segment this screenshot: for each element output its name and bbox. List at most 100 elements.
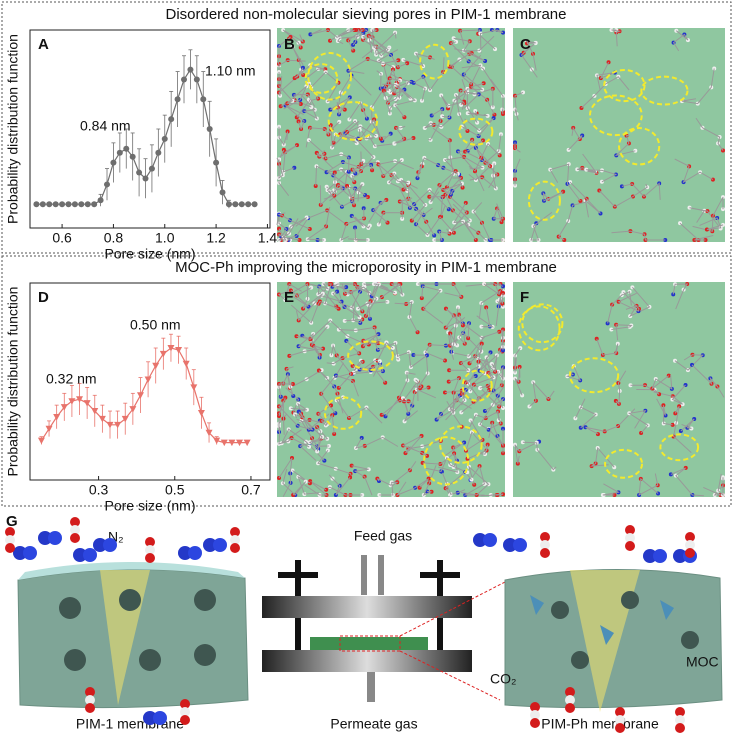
polymer-chain: [352, 28, 372, 46]
polymer-chain: [469, 163, 497, 190]
marker: [167, 345, 175, 352]
polymer-chain: [289, 344, 324, 357]
polymer-chain: [449, 196, 471, 232]
atom: [365, 195, 370, 200]
atom: [372, 45, 377, 50]
marker: [168, 116, 175, 123]
polymer-chain: [347, 58, 399, 74]
marker: [142, 175, 149, 182]
x-tick-label: 1.4: [258, 230, 278, 246]
pipe: [361, 555, 367, 595]
marker: [136, 392, 144, 399]
polymer-chain: [281, 428, 325, 462]
atom: [277, 226, 281, 231]
polymer-chain: [463, 464, 485, 496]
n2-molecule: [653, 549, 667, 563]
marker: [182, 360, 190, 368]
x-axis-label: Pore size (nm): [104, 246, 195, 262]
polymer-chain: [296, 319, 368, 346]
marker: [190, 384, 198, 391]
polymer-chain: [339, 120, 387, 144]
section-title: Disordered non-molecular sieving pores i…: [165, 6, 566, 23]
polymer-chain: [308, 139, 334, 169]
n2-molecule: [38, 531, 52, 545]
polymer-chain: [602, 483, 620, 496]
polymer-chain: [421, 285, 444, 324]
polymer-chain: [337, 32, 364, 45]
polymer-chain: [413, 354, 437, 399]
x-tick-label: 0.5: [165, 482, 185, 498]
polymer-chain: [615, 370, 627, 406]
marker: [136, 169, 143, 176]
polymer-chain: [611, 29, 622, 47]
polymer-chain: [425, 456, 468, 473]
polymer-chain: [332, 291, 360, 318]
n2-molecule: [673, 549, 687, 563]
polymer-chain: [673, 405, 692, 453]
simulation-images: [276, 28, 725, 498]
polymer-chain: [674, 354, 704, 371]
co2-molecule: [675, 715, 685, 725]
polymer-chain: [278, 426, 310, 448]
atom: [561, 189, 566, 194]
pore-outline: [527, 180, 561, 221]
marker: [174, 96, 181, 103]
polymer-chain: [295, 295, 342, 322]
atom: [294, 334, 299, 339]
polymer-chain: [449, 41, 496, 88]
polymer-chain: [368, 199, 388, 224]
polymer-chain: [276, 213, 288, 238]
marker: [45, 425, 53, 433]
polymer-chain: [589, 446, 615, 468]
atom: [401, 57, 406, 62]
polymer-chain: [617, 291, 640, 312]
atom: [342, 107, 347, 112]
atom: [307, 227, 312, 232]
polymer-chain: [514, 142, 521, 153]
polymer-chain: [451, 59, 482, 86]
polymer-chain: [653, 384, 686, 405]
polymer-chain: [330, 343, 352, 382]
atom: [429, 113, 434, 118]
polymer-chain: [360, 151, 403, 177]
marker: [197, 410, 205, 417]
marker: [59, 201, 66, 208]
polymer-chain: [444, 308, 464, 329]
polymer-chain: [352, 360, 381, 372]
polymer-chain: [679, 222, 714, 241]
pore: [681, 631, 699, 649]
polymer-chain: [282, 468, 307, 496]
co2-molecule: [675, 723, 685, 733]
polymer-chain: [488, 421, 504, 448]
permeate-label: Permeate gas: [330, 716, 417, 732]
marker: [225, 201, 232, 208]
co2-molecule: [675, 707, 685, 717]
n2-molecule: [188, 546, 202, 560]
polymer-chain: [377, 49, 399, 86]
marker: [144, 376, 152, 384]
polymer-chain: [542, 191, 564, 202]
marker: [52, 201, 59, 208]
polymer-chain: [344, 303, 364, 324]
polymer-chain: [278, 283, 302, 301]
polymer-chain: [476, 307, 495, 328]
polymer-chain: [428, 108, 443, 141]
co2-molecule: [230, 535, 240, 545]
co2-molecule: [145, 537, 155, 547]
moc: [600, 625, 614, 645]
atom: [455, 343, 460, 348]
polymer-chain: [290, 287, 312, 308]
polymer-chain: [514, 347, 521, 373]
polymer-chain: [387, 283, 404, 297]
polymer-chain: [479, 352, 498, 373]
polymer-chain: [372, 338, 399, 360]
atom: [432, 238, 437, 242]
atom: [442, 390, 447, 395]
marker: [232, 201, 239, 208]
atom: [463, 200, 468, 205]
polymer-chain: [333, 133, 375, 177]
co2-molecule: [625, 525, 635, 535]
polymer-chain: [340, 208, 365, 241]
polymer-chain: [394, 301, 419, 333]
plate: [262, 650, 472, 672]
